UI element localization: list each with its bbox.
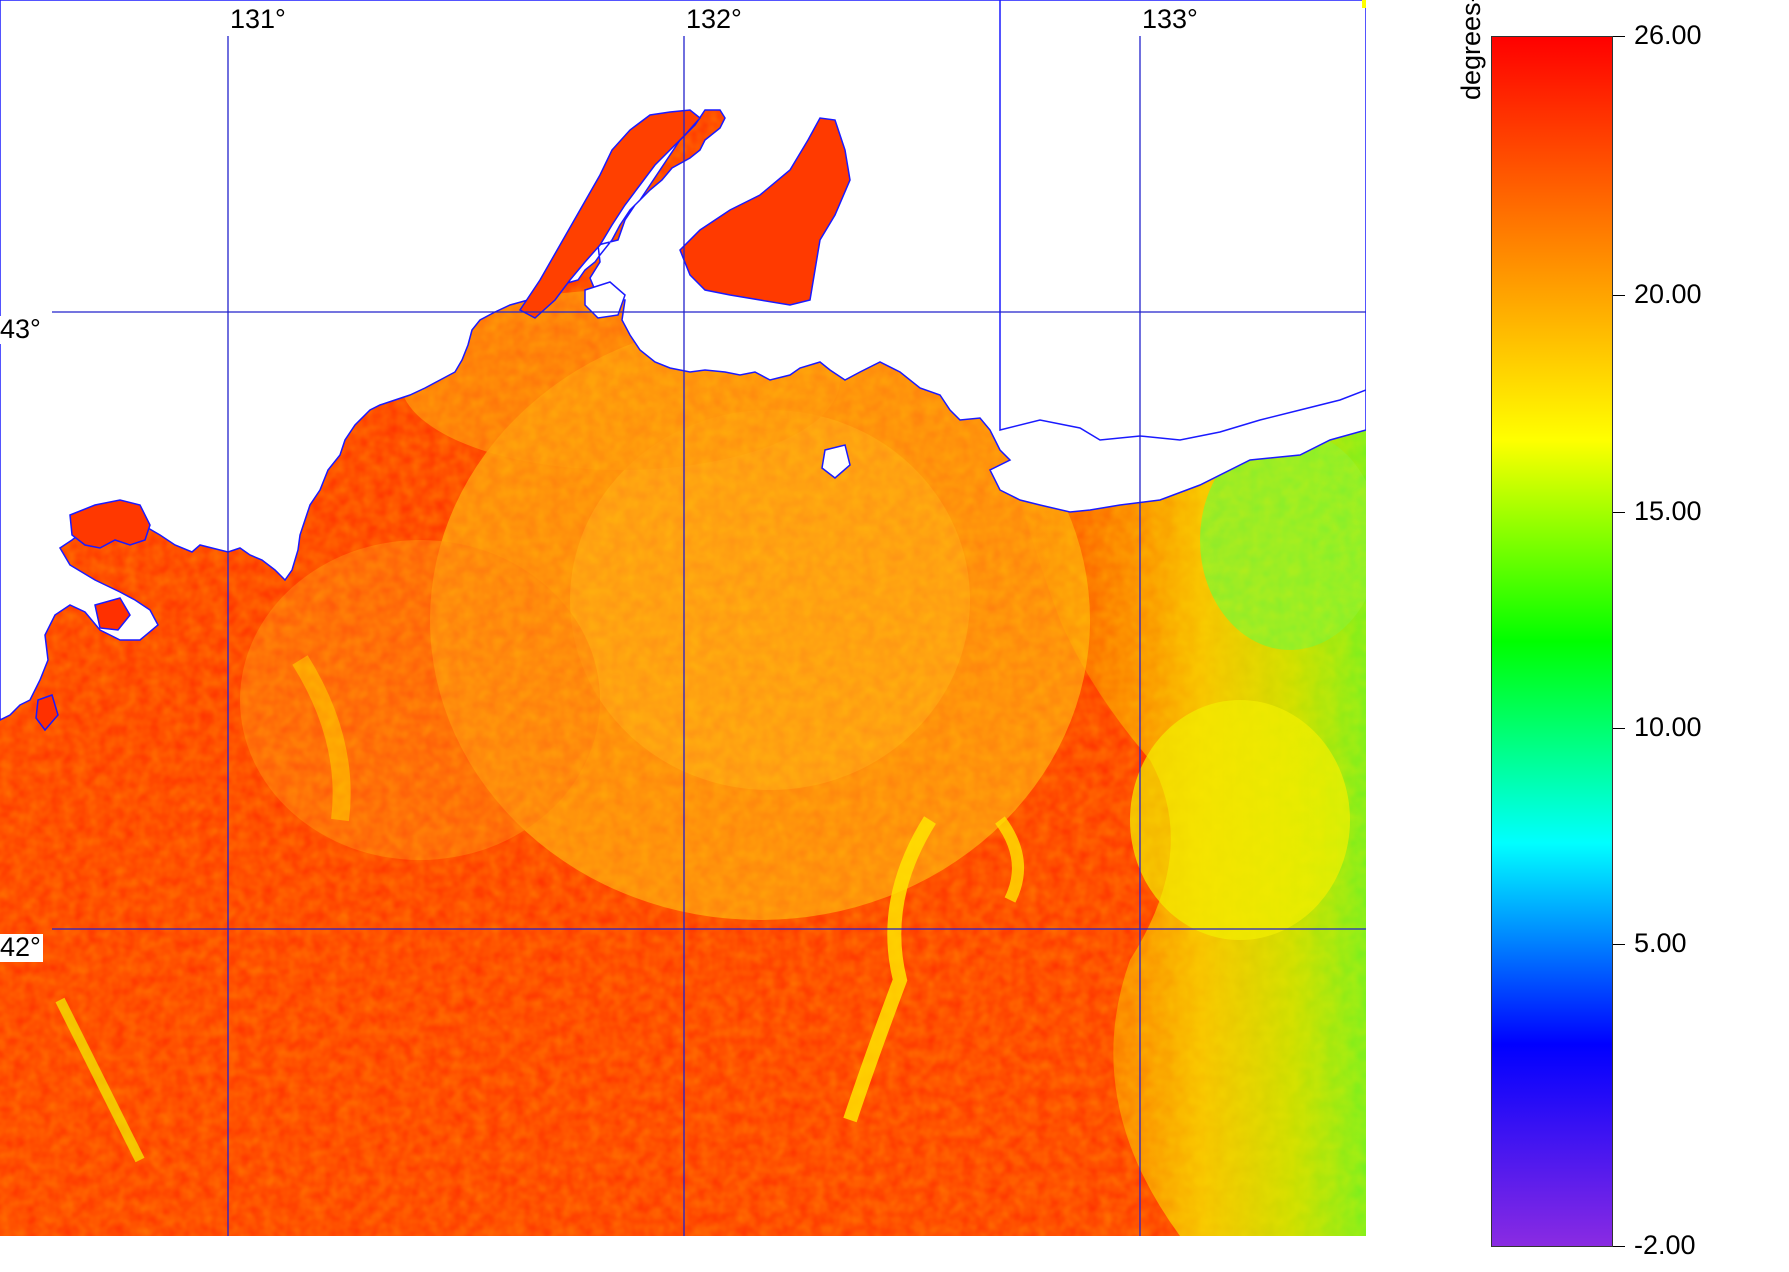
lon-label-133: 133°	[1142, 4, 1198, 34]
colorbar	[1491, 36, 1613, 1247]
colorbar-tick-label: 5.00	[1634, 928, 1687, 958]
colorbar-tick-label: 26.00	[1634, 20, 1702, 50]
lon-label-132: 132°	[686, 4, 742, 34]
colorbar-tick	[1613, 728, 1625, 729]
sst-map	[0, 0, 1366, 1272]
graticule	[52, 36, 1366, 1236]
colorbar-tick-label: 10.00	[1634, 712, 1702, 742]
lat-label-42: 42°	[0, 932, 43, 962]
island-4	[35, 694, 59, 732]
colorbar-tick	[1613, 944, 1625, 945]
lat-label-43: 43°	[0, 314, 43, 344]
colorbar-tick-label: 15.00	[1634, 496, 1702, 526]
colorbar-tick	[1613, 295, 1625, 296]
peninsula-west	[69, 499, 151, 549]
island-3	[94, 597, 131, 631]
corner-marker	[1362, 0, 1366, 8]
colorbar-tick-label: 20.00	[1634, 279, 1702, 309]
colorbar-units-label: degrees-C	[1456, 0, 1486, 100]
lon-label-131: 131°	[230, 4, 286, 34]
peninsula-north-right	[679, 117, 851, 306]
island-2	[821, 444, 851, 479]
colorbar-tick	[1613, 36, 1625, 37]
colorbar-tick	[1613, 512, 1625, 513]
land-east	[999, 0, 1366, 441]
colorbar-tick	[1613, 1246, 1625, 1247]
colorbar-tick-label: -2.00	[1634, 1230, 1696, 1260]
peninsula-north-left	[518, 109, 702, 319]
island-1	[584, 281, 626, 319]
map-bottom-margin	[0, 1236, 1366, 1272]
